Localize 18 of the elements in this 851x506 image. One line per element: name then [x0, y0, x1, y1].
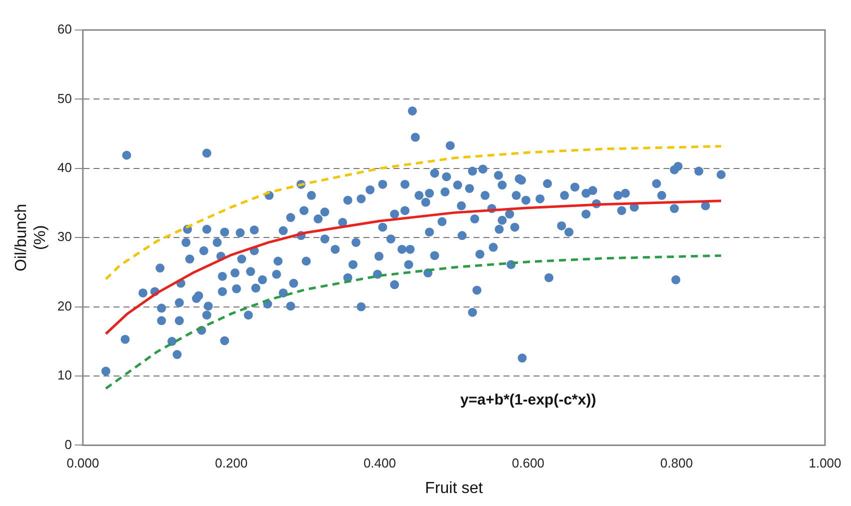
- y-tick-label: 30: [57, 229, 72, 244]
- x-axis-title: Fruit set: [425, 480, 484, 497]
- y-tick-label: 10: [57, 368, 72, 383]
- y-axis-title: Oil/bunch (%): [13, 204, 50, 272]
- x-tick-label: 0.400: [363, 456, 396, 471]
- y-tick-label: 40: [57, 160, 72, 175]
- y-tick-label: 0: [64, 436, 72, 452]
- x-tick-label: 0.600: [512, 456, 544, 471]
- x-tick-label: 0.800: [660, 456, 693, 471]
- y-tick-label: 60: [57, 22, 72, 37]
- x-tick-label: 1.000: [808, 456, 842, 471]
- annotation: y=a+b*(1-exp(-c*x)): [460, 391, 596, 408]
- line-series: [104, 254, 722, 390]
- y-tick-label: 20: [57, 298, 72, 314]
- line-series: [104, 145, 722, 280]
- x-tick-label: 0.000: [66, 456, 100, 471]
- x-tick-label: 0.200: [215, 456, 248, 471]
- y-tick-label: 50: [57, 90, 72, 106]
